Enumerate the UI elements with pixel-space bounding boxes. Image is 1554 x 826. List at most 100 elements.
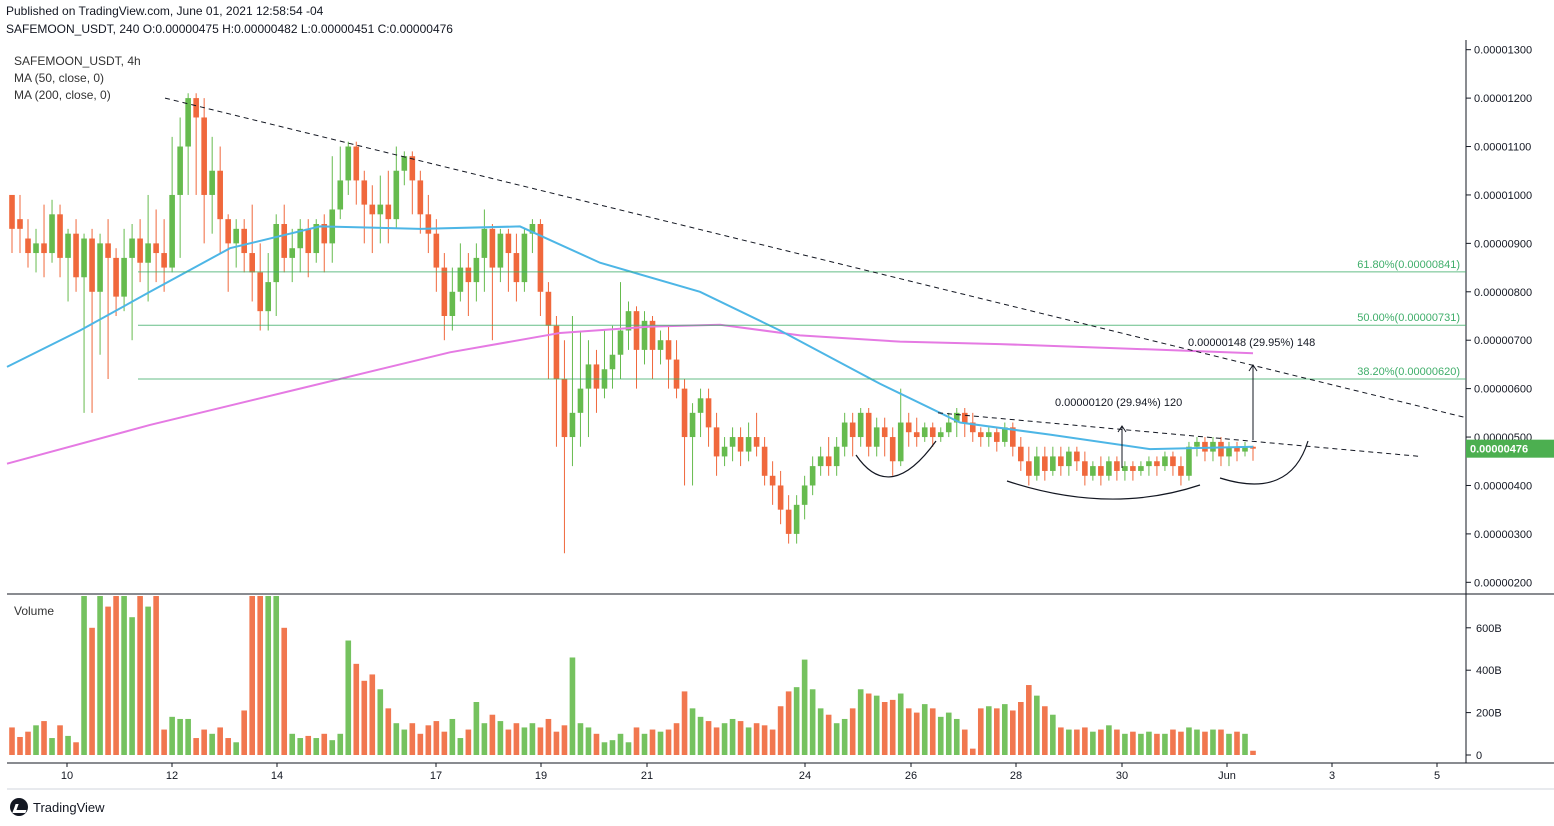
candle-body bbox=[481, 228, 488, 258]
candle-body bbox=[289, 248, 296, 258]
candle-body bbox=[969, 422, 976, 433]
candle-body bbox=[913, 432, 920, 438]
price-pane bbox=[7, 40, 1466, 592]
candle-body bbox=[353, 146, 360, 181]
candle-body bbox=[1186, 446, 1192, 476]
candle-body bbox=[193, 98, 199, 118]
volume-bar bbox=[1034, 695, 1040, 755]
candle-body bbox=[993, 432, 1000, 442]
volume-bar bbox=[1250, 750, 1256, 755]
candle-body bbox=[873, 427, 880, 447]
volume-bar bbox=[769, 729, 776, 755]
candle-body bbox=[1234, 446, 1240, 452]
price-tick-label: 0.00000600 bbox=[1474, 384, 1532, 396]
fib-level-label: 61.80%(0.00000841) bbox=[1357, 259, 1460, 271]
candle-body bbox=[1114, 461, 1120, 471]
candle-body bbox=[1226, 446, 1232, 457]
volume-bar bbox=[577, 723, 584, 755]
candle-body bbox=[1106, 461, 1112, 476]
ma50-legend[interactable]: MA (50, close, 0) bbox=[14, 71, 105, 85]
candle-body bbox=[657, 340, 664, 350]
volume-bar bbox=[945, 712, 952, 755]
candle-body bbox=[337, 180, 344, 210]
volume-bar bbox=[1098, 729, 1104, 755]
volume-bar bbox=[881, 702, 888, 755]
volume-bar bbox=[625, 742, 632, 755]
candle-body bbox=[257, 272, 264, 312]
volume-tick-label: 0 bbox=[1476, 750, 1482, 762]
volume-bar bbox=[641, 733, 648, 755]
volume-tick-label: 400B bbox=[1476, 665, 1502, 677]
candle-body bbox=[897, 422, 904, 462]
volume-bar bbox=[145, 606, 151, 755]
volume-bar bbox=[721, 723, 728, 755]
volume-bar bbox=[473, 702, 480, 755]
volume-bar bbox=[153, 596, 159, 755]
volume-bar bbox=[1162, 733, 1168, 755]
candle-body bbox=[25, 238, 31, 254]
candle-body bbox=[753, 437, 760, 447]
candle-body bbox=[57, 214, 63, 258]
candle-body bbox=[465, 267, 472, 283]
candle-body bbox=[665, 340, 672, 360]
volume-bar bbox=[1170, 729, 1176, 755]
candle-body bbox=[489, 228, 496, 268]
candle-body bbox=[1162, 456, 1168, 467]
volume-bar bbox=[257, 596, 264, 755]
candle-body bbox=[33, 243, 39, 254]
candle-body bbox=[537, 224, 544, 292]
ma200-legend[interactable]: MA (200, close, 0) bbox=[14, 88, 111, 102]
candle-body bbox=[241, 228, 247, 254]
volume-bar bbox=[729, 718, 736, 755]
volume-bar bbox=[217, 727, 223, 755]
candle-body bbox=[905, 422, 912, 433]
candle-body bbox=[113, 257, 119, 297]
volume-bar bbox=[905, 708, 912, 755]
volume-bar bbox=[1242, 733, 1248, 755]
volume-bar bbox=[1082, 727, 1088, 755]
candle-body bbox=[633, 311, 640, 350]
volume-bar bbox=[409, 723, 416, 755]
time-tick-label: Jun bbox=[1218, 770, 1236, 782]
candle-body bbox=[497, 233, 504, 268]
published-line: Published on TradingView.com, June 01, 2… bbox=[6, 4, 324, 18]
volume-bar bbox=[985, 706, 992, 755]
tradingview-brand[interactable]: TradingView bbox=[10, 798, 105, 816]
volume-bar bbox=[1130, 731, 1136, 755]
price-tick-label: 0.00000400 bbox=[1474, 480, 1532, 492]
symbol-legend[interactable]: SAFEMOON_USDT, 4h bbox=[14, 54, 141, 68]
candle-body bbox=[401, 156, 408, 171]
volume-bar bbox=[1154, 733, 1160, 755]
volume-bar bbox=[1234, 731, 1240, 755]
candle-body bbox=[825, 456, 832, 467]
volume-bar bbox=[929, 708, 936, 755]
price-tick-label: 0.00000900 bbox=[1474, 238, 1532, 250]
volume-bar bbox=[1210, 729, 1216, 755]
volume-bar bbox=[1146, 731, 1152, 755]
candle-body bbox=[849, 422, 856, 438]
volume-bar bbox=[633, 727, 640, 755]
candle-body bbox=[393, 170, 400, 220]
candle-body bbox=[1058, 456, 1064, 467]
candle-body bbox=[161, 253, 167, 268]
volume-legend[interactable]: Volume bbox=[14, 604, 55, 618]
last-price-label: 0.00000476 bbox=[1470, 444, 1528, 456]
volume-bar bbox=[169, 716, 175, 755]
volume-bar bbox=[289, 733, 296, 755]
candle-body bbox=[529, 224, 536, 234]
time-tick-label: 30 bbox=[1116, 770, 1128, 782]
candle-body bbox=[977, 432, 984, 438]
volume-bar bbox=[209, 733, 215, 755]
candle-body bbox=[1130, 466, 1136, 471]
candle-body bbox=[937, 432, 944, 438]
candle-body bbox=[1122, 466, 1128, 471]
time-tick-label: 12 bbox=[166, 770, 178, 782]
volume-bar bbox=[353, 663, 360, 755]
candle-body bbox=[617, 330, 624, 355]
volume-bar bbox=[777, 706, 784, 755]
volume-bar bbox=[313, 738, 320, 755]
candle-body bbox=[41, 243, 47, 254]
volume-bar bbox=[73, 742, 79, 755]
volume-bar bbox=[969, 748, 976, 755]
